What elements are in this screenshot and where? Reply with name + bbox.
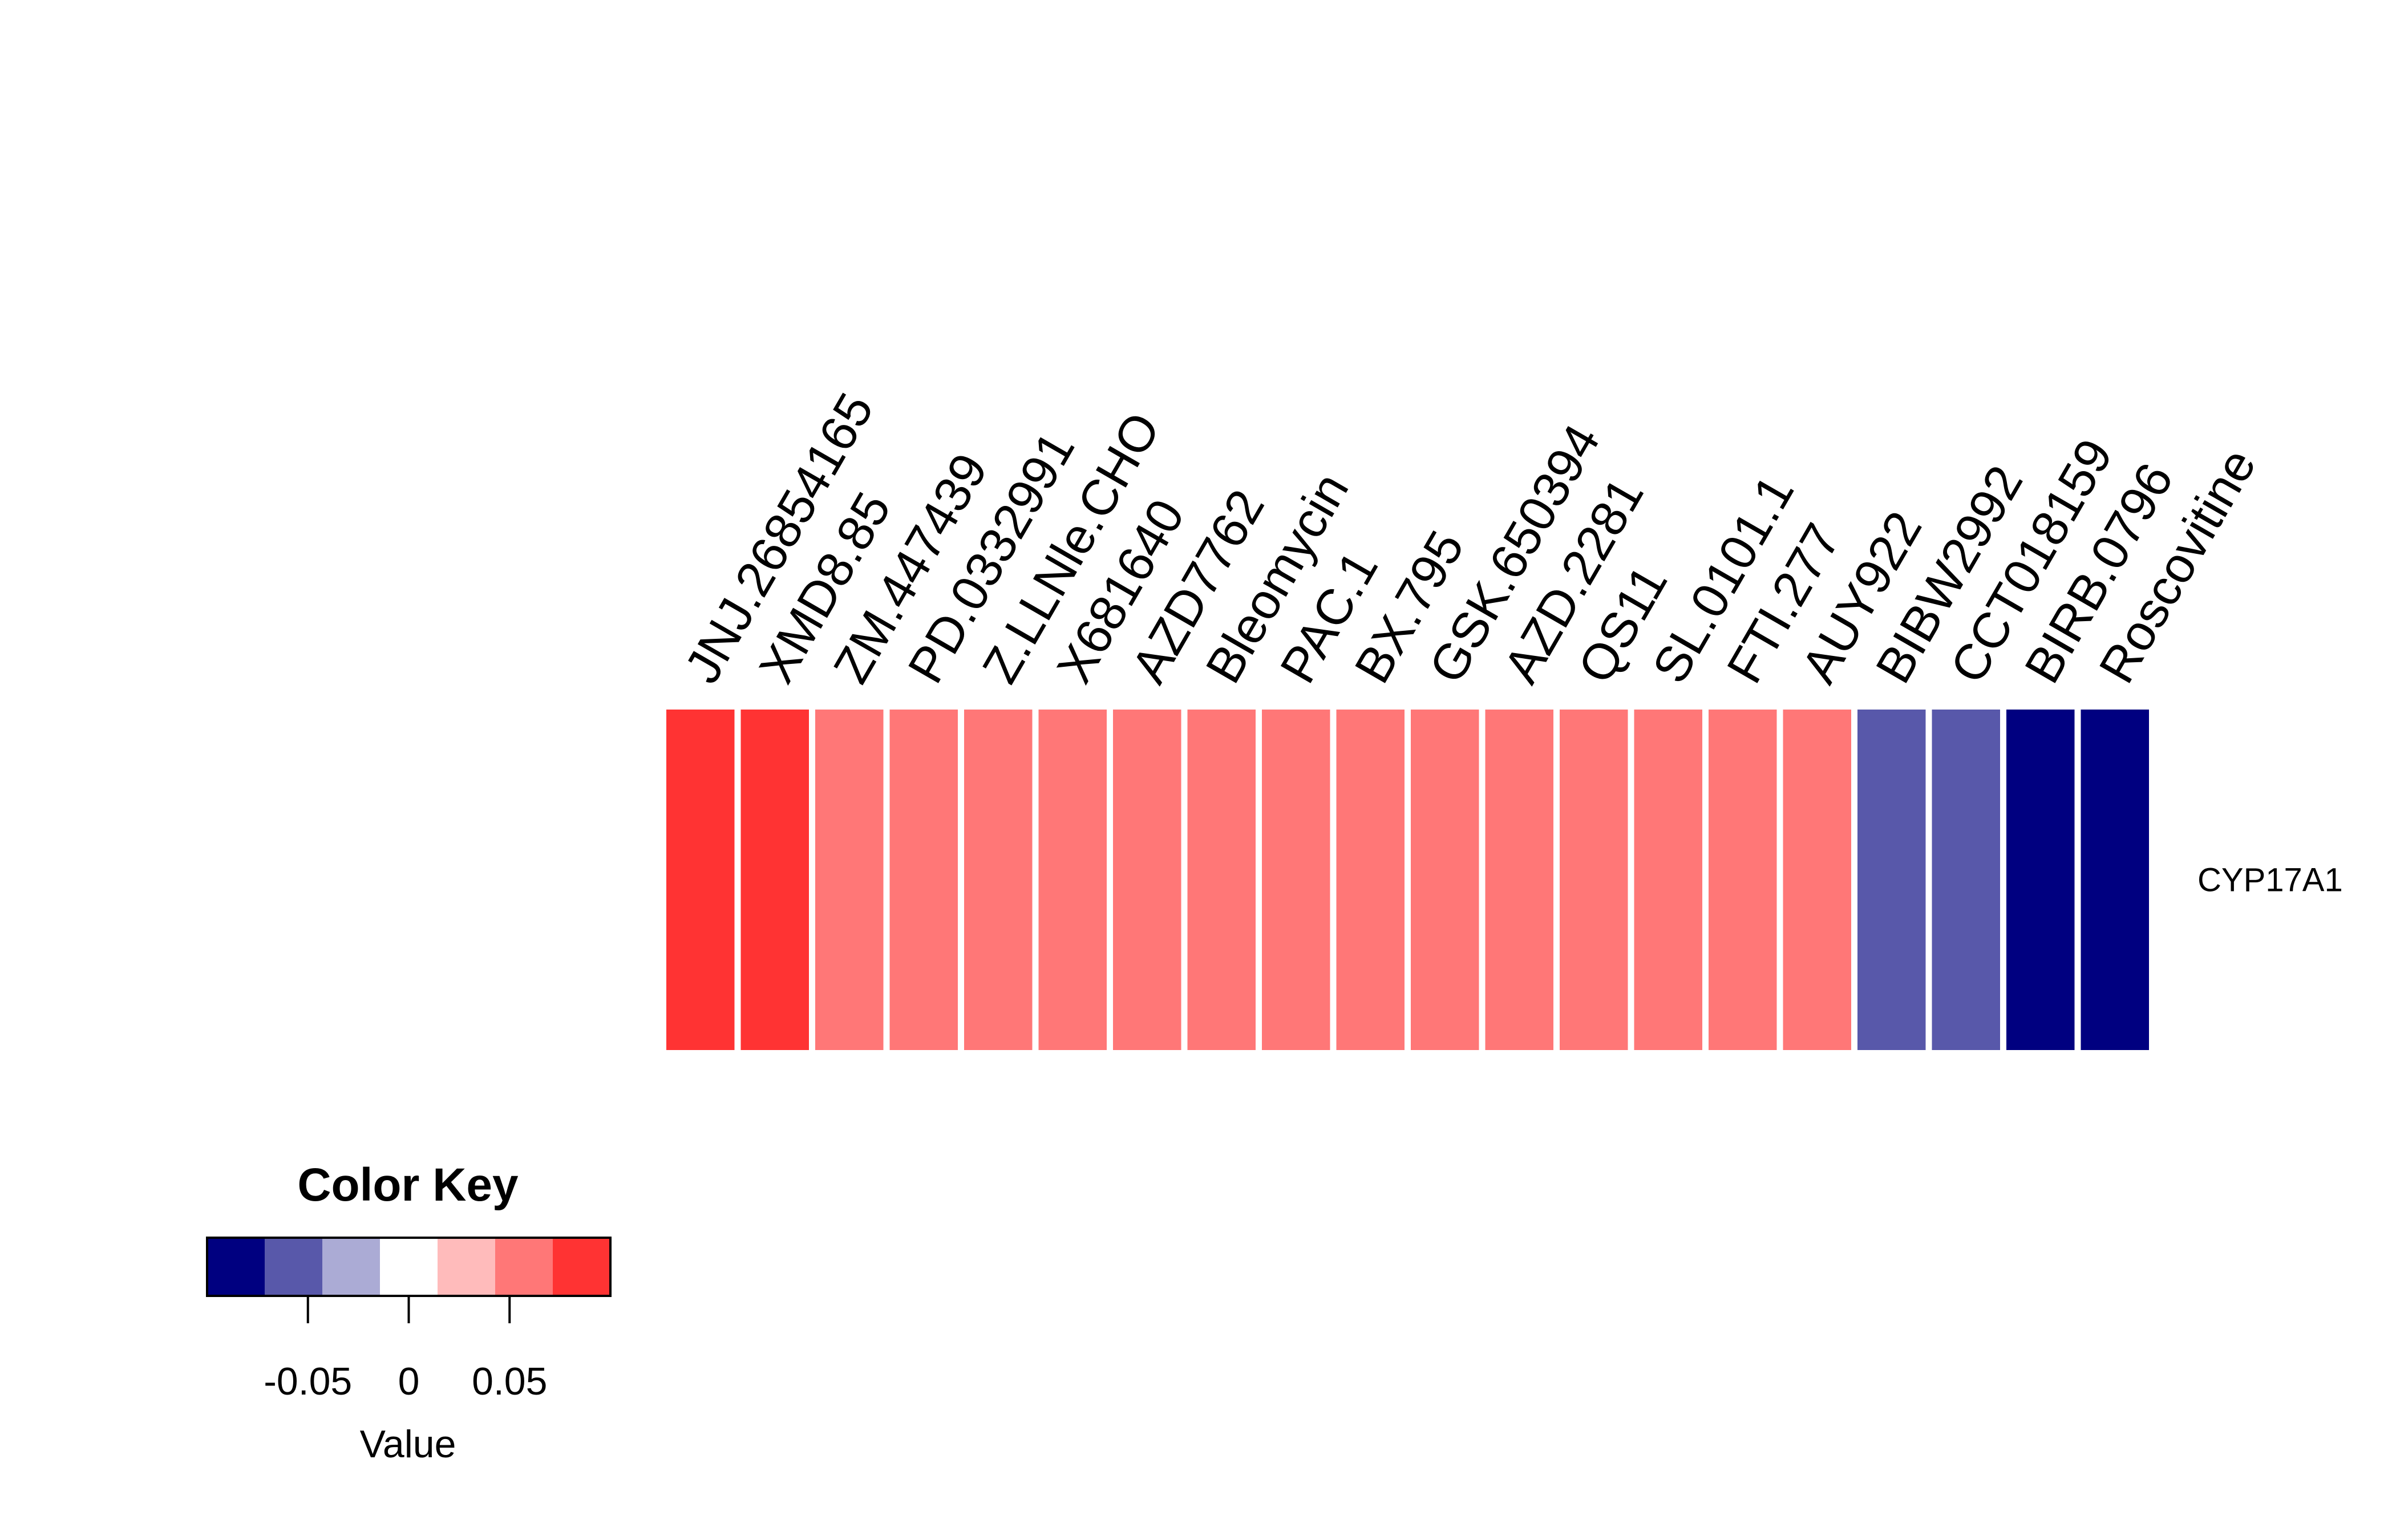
heatmap-cell [740, 710, 809, 1050]
heatmap-cell [1038, 710, 1107, 1050]
heatmap-cell [2006, 710, 2075, 1050]
heatmap-cell [1634, 710, 1702, 1050]
color-key-axis-label: Value [360, 1423, 456, 1466]
heatmap-cell [666, 710, 735, 1050]
heatmap-cell [1783, 710, 1851, 1050]
heatmap-cell [2081, 710, 2149, 1050]
heatmap-cell [1932, 710, 2000, 1050]
heatmap-cell [1113, 710, 1181, 1050]
color-key-swatch [438, 1238, 496, 1296]
color-key-swatch [553, 1238, 611, 1296]
heatmap-cell [1485, 710, 1553, 1050]
color-key: Color Key -0.05 0 0.05 Value [206, 1159, 612, 1466]
heatmap-cell [1336, 710, 1405, 1050]
heatmap-cells [666, 710, 2149, 1050]
row-label: CYP17A1 [2197, 862, 2343, 899]
heatmap-cell [1709, 710, 1777, 1050]
heatmap-cell [1560, 710, 1628, 1050]
color-key-swatch [380, 1238, 438, 1296]
color-key-tick-label: 0 [398, 1360, 420, 1403]
color-key-swatches [207, 1238, 611, 1296]
heatmap-cell [1262, 710, 1330, 1050]
color-key-tick-label: 0.05 [472, 1360, 547, 1403]
heatmap-cell [815, 710, 884, 1050]
column-labels: JNJ.26854165XMD8.85ZM.447439PD.0332991Z.… [673, 384, 2267, 692]
row-labels: CYP17A1 [2197, 862, 2343, 899]
color-key-tick-label: -0.05 [264, 1360, 352, 1403]
color-key-swatch [322, 1238, 381, 1296]
heatmap-cell [1187, 710, 1256, 1050]
heatmap-cell [1411, 710, 1479, 1050]
heatmap-cell [1857, 710, 1926, 1050]
color-key-swatch [207, 1238, 265, 1296]
color-key-title: Color Key [297, 1159, 519, 1211]
color-key-swatch [495, 1238, 553, 1296]
color-key-ticks: -0.05 0 0.05 [264, 1296, 547, 1403]
color-key-swatch [265, 1238, 323, 1296]
heatmap-cell [889, 710, 958, 1050]
heatmap-cell [964, 710, 1033, 1050]
